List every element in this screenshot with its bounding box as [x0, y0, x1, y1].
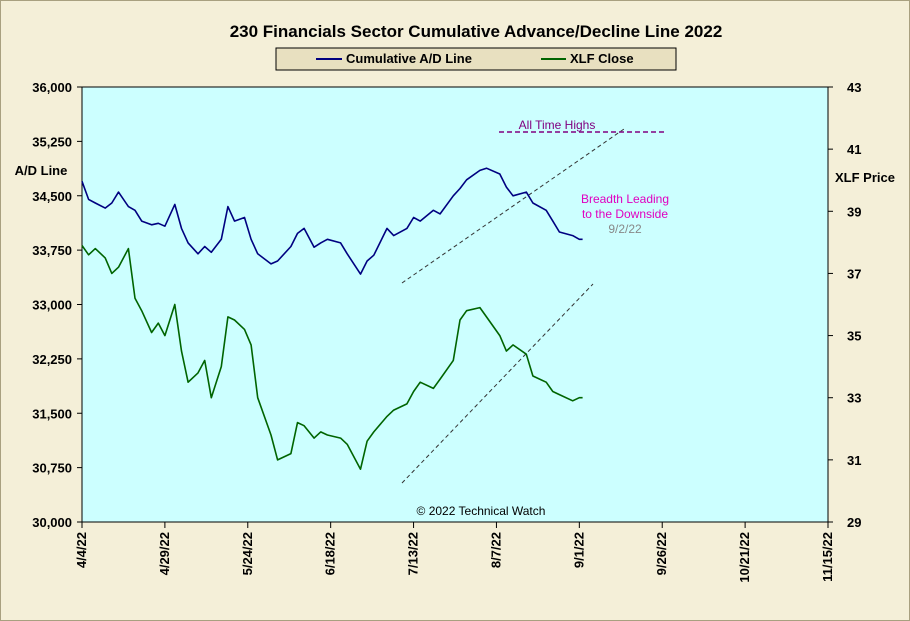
left-tick-label: 31,500 [32, 406, 72, 421]
copyright-text: © 2022 Technical Watch [417, 504, 546, 518]
x-tick-label: 9/26/22 [654, 532, 669, 575]
ad-trendline [401, 128, 625, 284]
series-layer [81, 167, 583, 471]
x-tick-label: 10/21/22 [737, 532, 752, 583]
right-tick-label: 29 [847, 515, 861, 530]
legend-box [275, 47, 677, 71]
left-tick-label: 34,500 [32, 189, 72, 204]
right-axis: 43 41 39 37 35 33 31 29 [828, 80, 861, 530]
series-line-ad [81, 167, 583, 275]
right-tick-label: 43 [847, 80, 861, 95]
x-tick-label: 8/7/22 [488, 532, 503, 568]
x-tick-label: 5/24/22 [240, 532, 255, 575]
left-tick-label: 33,750 [32, 243, 72, 258]
all-time-highs-label: All Time Highs [519, 118, 596, 132]
right-axis-label: XLF Price [835, 170, 895, 185]
plot-area [81, 86, 829, 523]
right-tick-label: 35 [847, 329, 861, 344]
left-tick-label: 33,000 [32, 298, 72, 313]
right-tick-label: 37 [847, 266, 861, 281]
left-tick-label: 35,250 [32, 134, 72, 149]
x-tick-label: 9/1/22 [571, 532, 586, 568]
right-tick-label: 33 [847, 391, 861, 406]
legend-label-ad-line: Cumulative A/D Line [346, 51, 472, 66]
legend: Cumulative A/D Line XLF Close [275, 47, 677, 71]
left-axis-label: A/D Line [15, 163, 68, 178]
x-tick-label: 11/15/22 [820, 532, 835, 582]
x-tick-label: 4/29/22 [157, 532, 172, 575]
series-line-xlf [81, 245, 583, 471]
right-tick-label: 39 [847, 204, 861, 219]
left-tick-label: 30,000 [32, 515, 72, 530]
x-tick-label: 7/13/22 [406, 532, 421, 575]
left-tick-label: 36,000 [32, 80, 72, 95]
x-tick-label: 6/18/22 [323, 532, 338, 575]
right-tick-label: 41 [847, 142, 861, 157]
left-tick-label: 30,750 [32, 461, 72, 476]
chart-title: 230 Financials Sector Cumulative Advance… [230, 22, 723, 41]
breadth-note-line2: to the Downside [582, 207, 668, 221]
note-date: 9/2/22 [608, 222, 642, 236]
right-tick-label: 31 [847, 453, 861, 468]
x-axis: 4/4/22 4/29/22 5/24/22 6/18/22 7/13/22 8/7/22… [74, 522, 835, 583]
xlf-trendline [401, 283, 594, 484]
legend-label-xlf-close: XLF Close [570, 51, 634, 66]
left-axis: 36,000 35,250 34,500 33,750 33,000 32,250 31,5… [32, 80, 82, 530]
breadth-note-line1: Breadth Leading [581, 192, 669, 206]
x-tick-label: 4/4/22 [74, 532, 89, 568]
left-tick-label: 32,250 [32, 352, 72, 367]
